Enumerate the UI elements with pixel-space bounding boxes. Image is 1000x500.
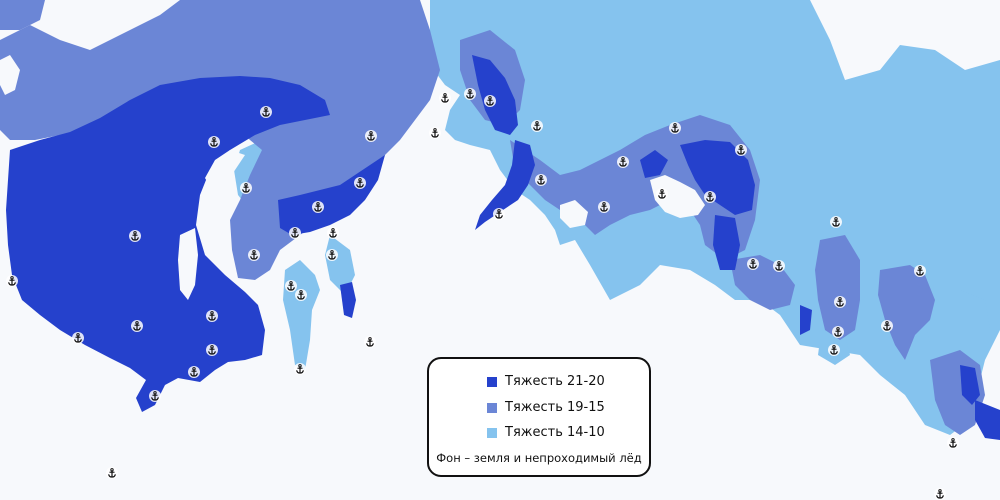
- anchor-icon[interactable]: [294, 363, 306, 375]
- legend-swatch-low: [487, 427, 497, 438]
- legend-swatch-mid: [487, 402, 497, 413]
- anchor-icon[interactable]: [828, 344, 840, 356]
- legend-item-severity-high: Тяжесть 21-20: [487, 374, 605, 389]
- anchor-icon[interactable]: [464, 88, 476, 100]
- anchor-icon[interactable]: [881, 320, 893, 332]
- anchor-icon[interactable]: [365, 130, 377, 142]
- anchor-icon[interactable]: [240, 182, 252, 194]
- anchor-icon[interactable]: [106, 467, 118, 479]
- anchor-icon[interactable]: [834, 296, 846, 308]
- anchor-icon[interactable]: [747, 258, 759, 270]
- anchor-icon[interactable]: [656, 188, 668, 200]
- anchor-icon[interactable]: [484, 95, 496, 107]
- anchor-icon[interactable]: [295, 289, 307, 301]
- anchor-icon[interactable]: [248, 249, 260, 261]
- anchor-icon[interactable]: [208, 136, 220, 148]
- anchor-icon[interactable]: [830, 216, 842, 228]
- anchor-icon[interactable]: [327, 227, 339, 239]
- anchor-icon[interactable]: [206, 344, 218, 356]
- legend-item-severity-mid: Тяжесть 19-15: [487, 400, 605, 415]
- anchor-icon[interactable]: [129, 230, 141, 242]
- port-markers: [6, 88, 959, 500]
- anchor-icon[interactable]: [131, 320, 143, 332]
- anchor-icon[interactable]: [439, 92, 451, 104]
- anchor-icon[interactable]: [934, 488, 946, 500]
- anchor-icon[interactable]: [72, 332, 84, 344]
- land-cutouts: [0, 0, 1000, 300]
- anchor-icon[interactable]: [364, 336, 376, 348]
- anchor-icon[interactable]: [598, 201, 610, 213]
- legend: Тяжесть 21-20 Тяжесть 19-15 Тяжесть 14-1…: [427, 357, 651, 477]
- anchor-icon[interactable]: [260, 106, 272, 118]
- zone-high-severity: [6, 55, 1000, 440]
- anchor-icon[interactable]: [149, 390, 161, 402]
- anchor-icon[interactable]: [832, 326, 844, 338]
- anchor-icon[interactable]: [669, 122, 681, 134]
- anchor-icon[interactable]: [206, 310, 218, 322]
- anchor-icon[interactable]: [914, 265, 926, 277]
- legend-note: Фон – земля и непроходимый лёд: [436, 451, 642, 465]
- anchor-icon[interactable]: [188, 366, 200, 378]
- anchor-icon[interactable]: [289, 227, 301, 239]
- anchor-icon[interactable]: [773, 260, 785, 272]
- anchor-icon[interactable]: [312, 201, 324, 213]
- anchor-icon[interactable]: [735, 144, 747, 156]
- legend-item-severity-low: Тяжесть 14-10: [487, 425, 605, 440]
- anchor-icon[interactable]: [326, 249, 338, 261]
- anchor-icon[interactable]: [535, 174, 547, 186]
- anchor-icon[interactable]: [6, 275, 18, 287]
- anchor-icon[interactable]: [493, 208, 505, 220]
- anchor-icon[interactable]: [285, 280, 297, 292]
- legend-label-high: Тяжесть 21-20: [505, 374, 605, 389]
- anchor-icon[interactable]: [354, 177, 366, 189]
- anchor-icon[interactable]: [947, 437, 959, 449]
- anchor-icon[interactable]: [429, 127, 441, 139]
- anchor-icon[interactable]: [617, 156, 629, 168]
- legend-swatch-high: [487, 376, 497, 387]
- legend-label-mid: Тяжесть 19-15: [505, 400, 605, 415]
- legend-label-low: Тяжесть 14-10: [505, 425, 605, 440]
- anchor-icon[interactable]: [704, 191, 716, 203]
- anchor-icon[interactable]: [531, 120, 543, 132]
